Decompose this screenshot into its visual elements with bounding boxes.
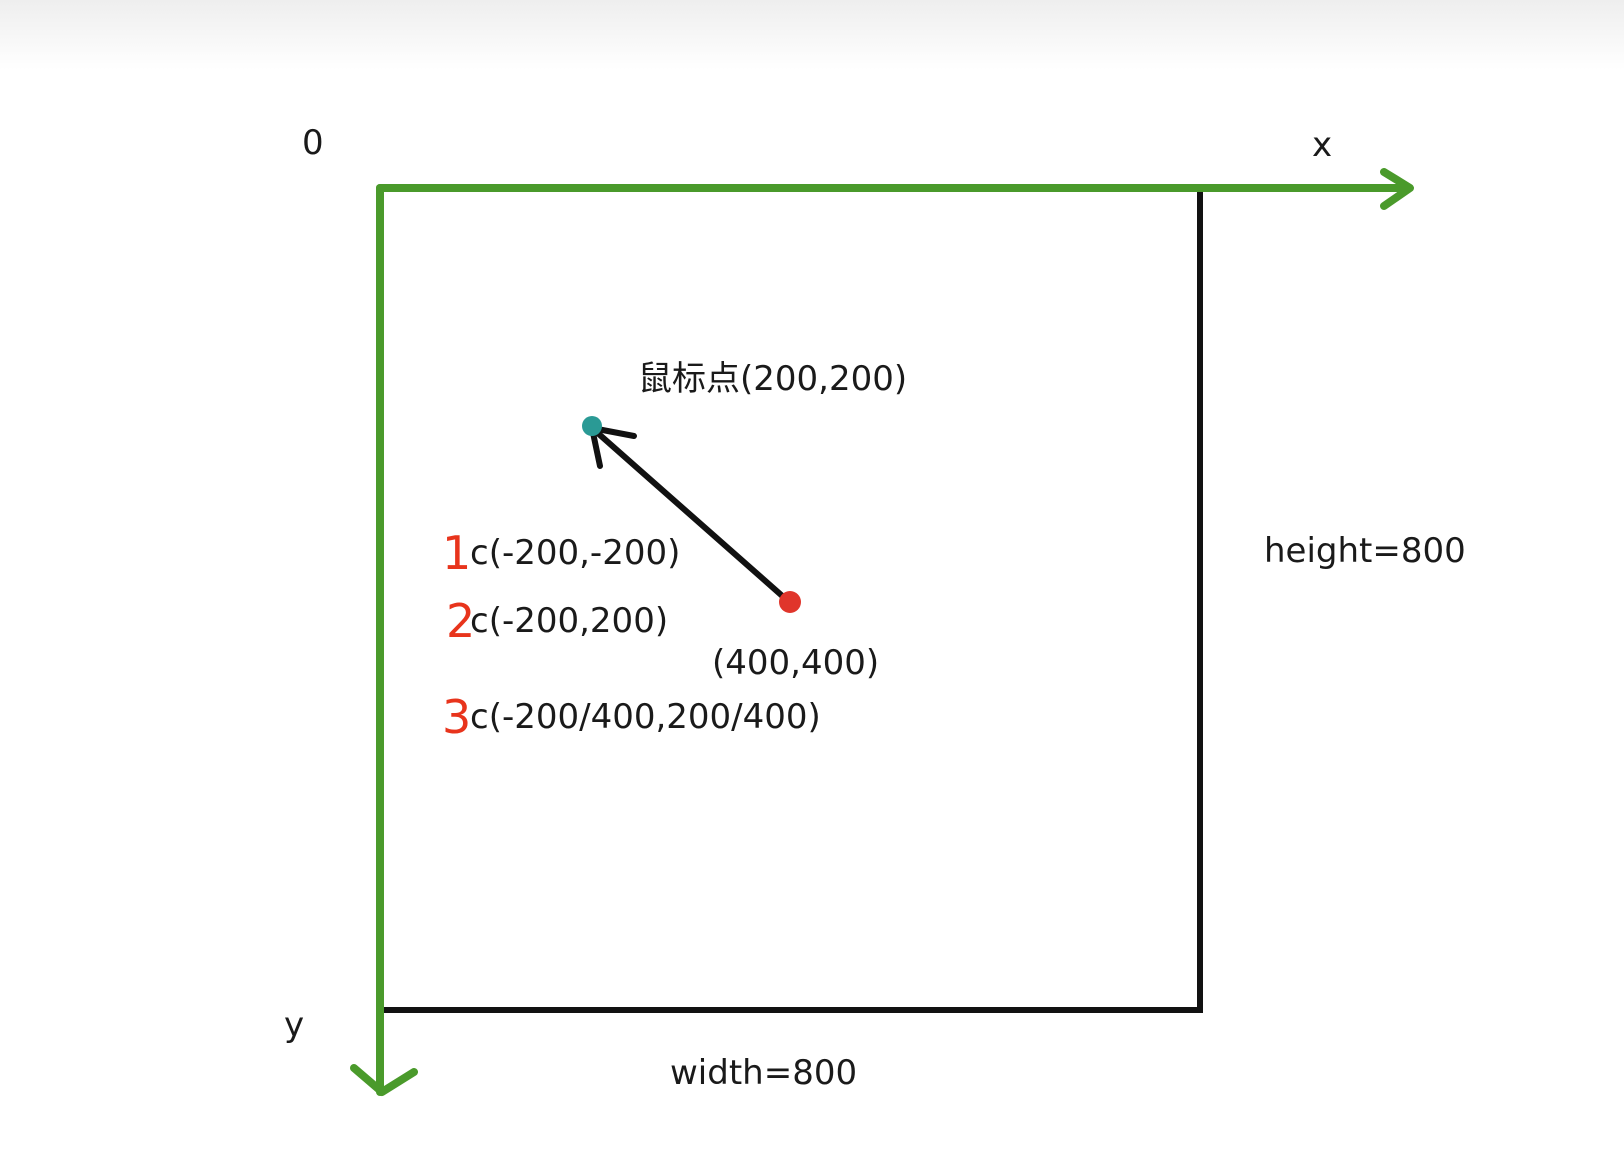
x-axis-arrowhead [1380, 168, 1414, 210]
mouse-point-label: 鼠标点(200,200) [638, 359, 908, 399]
y-axis-arrowhead [350, 1064, 418, 1096]
step-text: c(-200,-200) [470, 533, 681, 573]
step-text: c(-200,200) [470, 601, 669, 641]
step-number: 3 [442, 690, 472, 744]
step-number: 1 [442, 526, 472, 580]
center-point-label: (400,400) [712, 643, 880, 683]
vector-arrow-line [589, 425, 791, 604]
origin-label: 0 [302, 123, 324, 163]
y-axis-label: y [284, 1005, 305, 1045]
height-label: height=800 [1264, 531, 1466, 571]
top-shade [0, 0, 1624, 70]
center-point-dot [779, 591, 801, 613]
width-label: width=800 [670, 1053, 858, 1093]
mouse-point-dot [582, 416, 602, 436]
step-text: c(-200/400,200/400) [470, 697, 821, 737]
x-axis-label: x [1312, 125, 1333, 165]
step-number: 2 [446, 594, 476, 648]
